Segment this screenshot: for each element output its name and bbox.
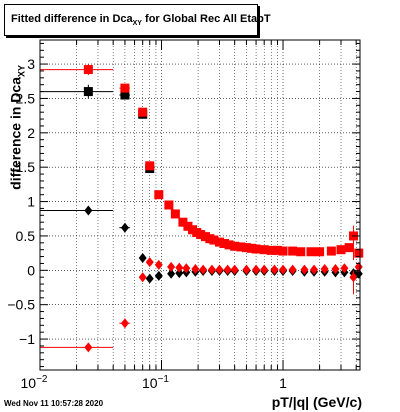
square-marker xyxy=(278,246,288,256)
diamond-marker xyxy=(288,264,297,275)
square-marker xyxy=(138,107,148,117)
diamond-marker xyxy=(138,272,147,283)
diamond-marker xyxy=(84,205,93,216)
diamond-marker xyxy=(279,264,288,275)
diamond-marker xyxy=(175,262,184,273)
y-tick-label: 2 xyxy=(27,125,35,141)
diamond-marker xyxy=(207,264,216,275)
diamond-marker xyxy=(199,264,208,275)
square-marker xyxy=(120,83,130,93)
diamond-marker xyxy=(145,273,154,284)
square-marker xyxy=(354,248,364,258)
square-marker xyxy=(241,243,251,253)
x-tick-label: 10−1 xyxy=(142,374,169,391)
square-marker xyxy=(236,242,246,252)
diamond-marker xyxy=(242,264,251,275)
diamond-marker xyxy=(191,263,200,274)
y-tick-label: 1 xyxy=(27,194,35,210)
square-marker xyxy=(259,245,269,255)
diamond-marker xyxy=(230,264,239,275)
diamond-marker xyxy=(215,264,224,275)
y-axis-label: difference in DcaXY xyxy=(7,64,27,190)
diamond-marker xyxy=(260,264,269,275)
diamond-marker xyxy=(120,222,129,233)
square-marker xyxy=(326,246,336,256)
diamond-marker xyxy=(320,263,329,274)
chart-title: Fitted difference in DcaXY for Global Re… xyxy=(11,13,271,28)
square-marker xyxy=(164,200,174,210)
diamond-marker xyxy=(310,264,319,275)
axes: −1 −0.5 0 0.5 1 1.5 2 2.5 3 10−2 10−1 1 xyxy=(7,39,361,391)
diamond-marker xyxy=(167,268,176,279)
plot-frame xyxy=(39,39,361,371)
x-tick-label: 10−2 xyxy=(21,374,48,391)
diamond-marker xyxy=(331,263,340,274)
square-marker xyxy=(306,247,316,257)
square-marker xyxy=(196,230,206,240)
square-marker xyxy=(170,209,180,219)
square-marker xyxy=(83,65,93,75)
diamond-marker xyxy=(154,270,163,281)
square-marker xyxy=(209,235,219,245)
y-tick-label: 0.5 xyxy=(16,228,36,244)
square-marker xyxy=(230,241,240,251)
square-marker xyxy=(336,245,346,255)
diamond-marker xyxy=(223,264,232,275)
square-marker xyxy=(214,237,224,247)
diamond-marker xyxy=(84,342,93,353)
y-tick-label: 1.5 xyxy=(16,159,36,175)
title-box: Fitted difference in DcaXY for Global Re… xyxy=(4,4,271,36)
diamond-marker xyxy=(175,268,184,279)
diamond-marker xyxy=(252,264,261,275)
diamond-marker xyxy=(270,264,279,275)
square-marker xyxy=(220,239,230,248)
square-marker xyxy=(266,245,276,255)
y-tick-label: −0.5 xyxy=(7,297,35,313)
square-marker xyxy=(288,246,298,256)
square-marker xyxy=(120,90,130,100)
diamond-marker xyxy=(354,261,363,272)
data-marks xyxy=(40,64,364,353)
square-marker xyxy=(272,245,282,255)
diamond-marker xyxy=(154,259,163,270)
square-marker xyxy=(315,247,325,257)
diamond-marker xyxy=(300,264,309,275)
square-marker xyxy=(251,244,261,254)
x-tick-label: 1 xyxy=(279,375,287,391)
square-marker xyxy=(83,87,93,97)
timestamp: Wed Nov 11 10:57:28 2020 xyxy=(4,399,104,408)
y-tick-label: 2.5 xyxy=(16,90,36,106)
square-marker xyxy=(224,240,234,250)
square-marker xyxy=(246,243,256,253)
y-tick-label: 3 xyxy=(27,56,35,72)
y-tick-label: 0 xyxy=(27,262,35,278)
diamond-marker xyxy=(167,261,176,272)
square-marker xyxy=(145,161,155,171)
diamond-marker xyxy=(138,252,147,263)
diamond-marker xyxy=(340,263,349,274)
x-axis-label: pT/|q| (GeV/c) xyxy=(271,394,362,410)
square-marker xyxy=(178,217,188,227)
diamond-marker xyxy=(182,263,191,274)
diamond-marker xyxy=(349,272,358,283)
square-marker xyxy=(183,221,193,231)
diamond-marker xyxy=(354,268,363,279)
square-marker xyxy=(154,190,164,200)
diamond-marker xyxy=(145,257,154,268)
y-tick-label: −1 xyxy=(19,331,35,347)
square-marker xyxy=(296,247,306,257)
diamond-marker xyxy=(120,318,129,329)
square-marker xyxy=(344,243,354,253)
